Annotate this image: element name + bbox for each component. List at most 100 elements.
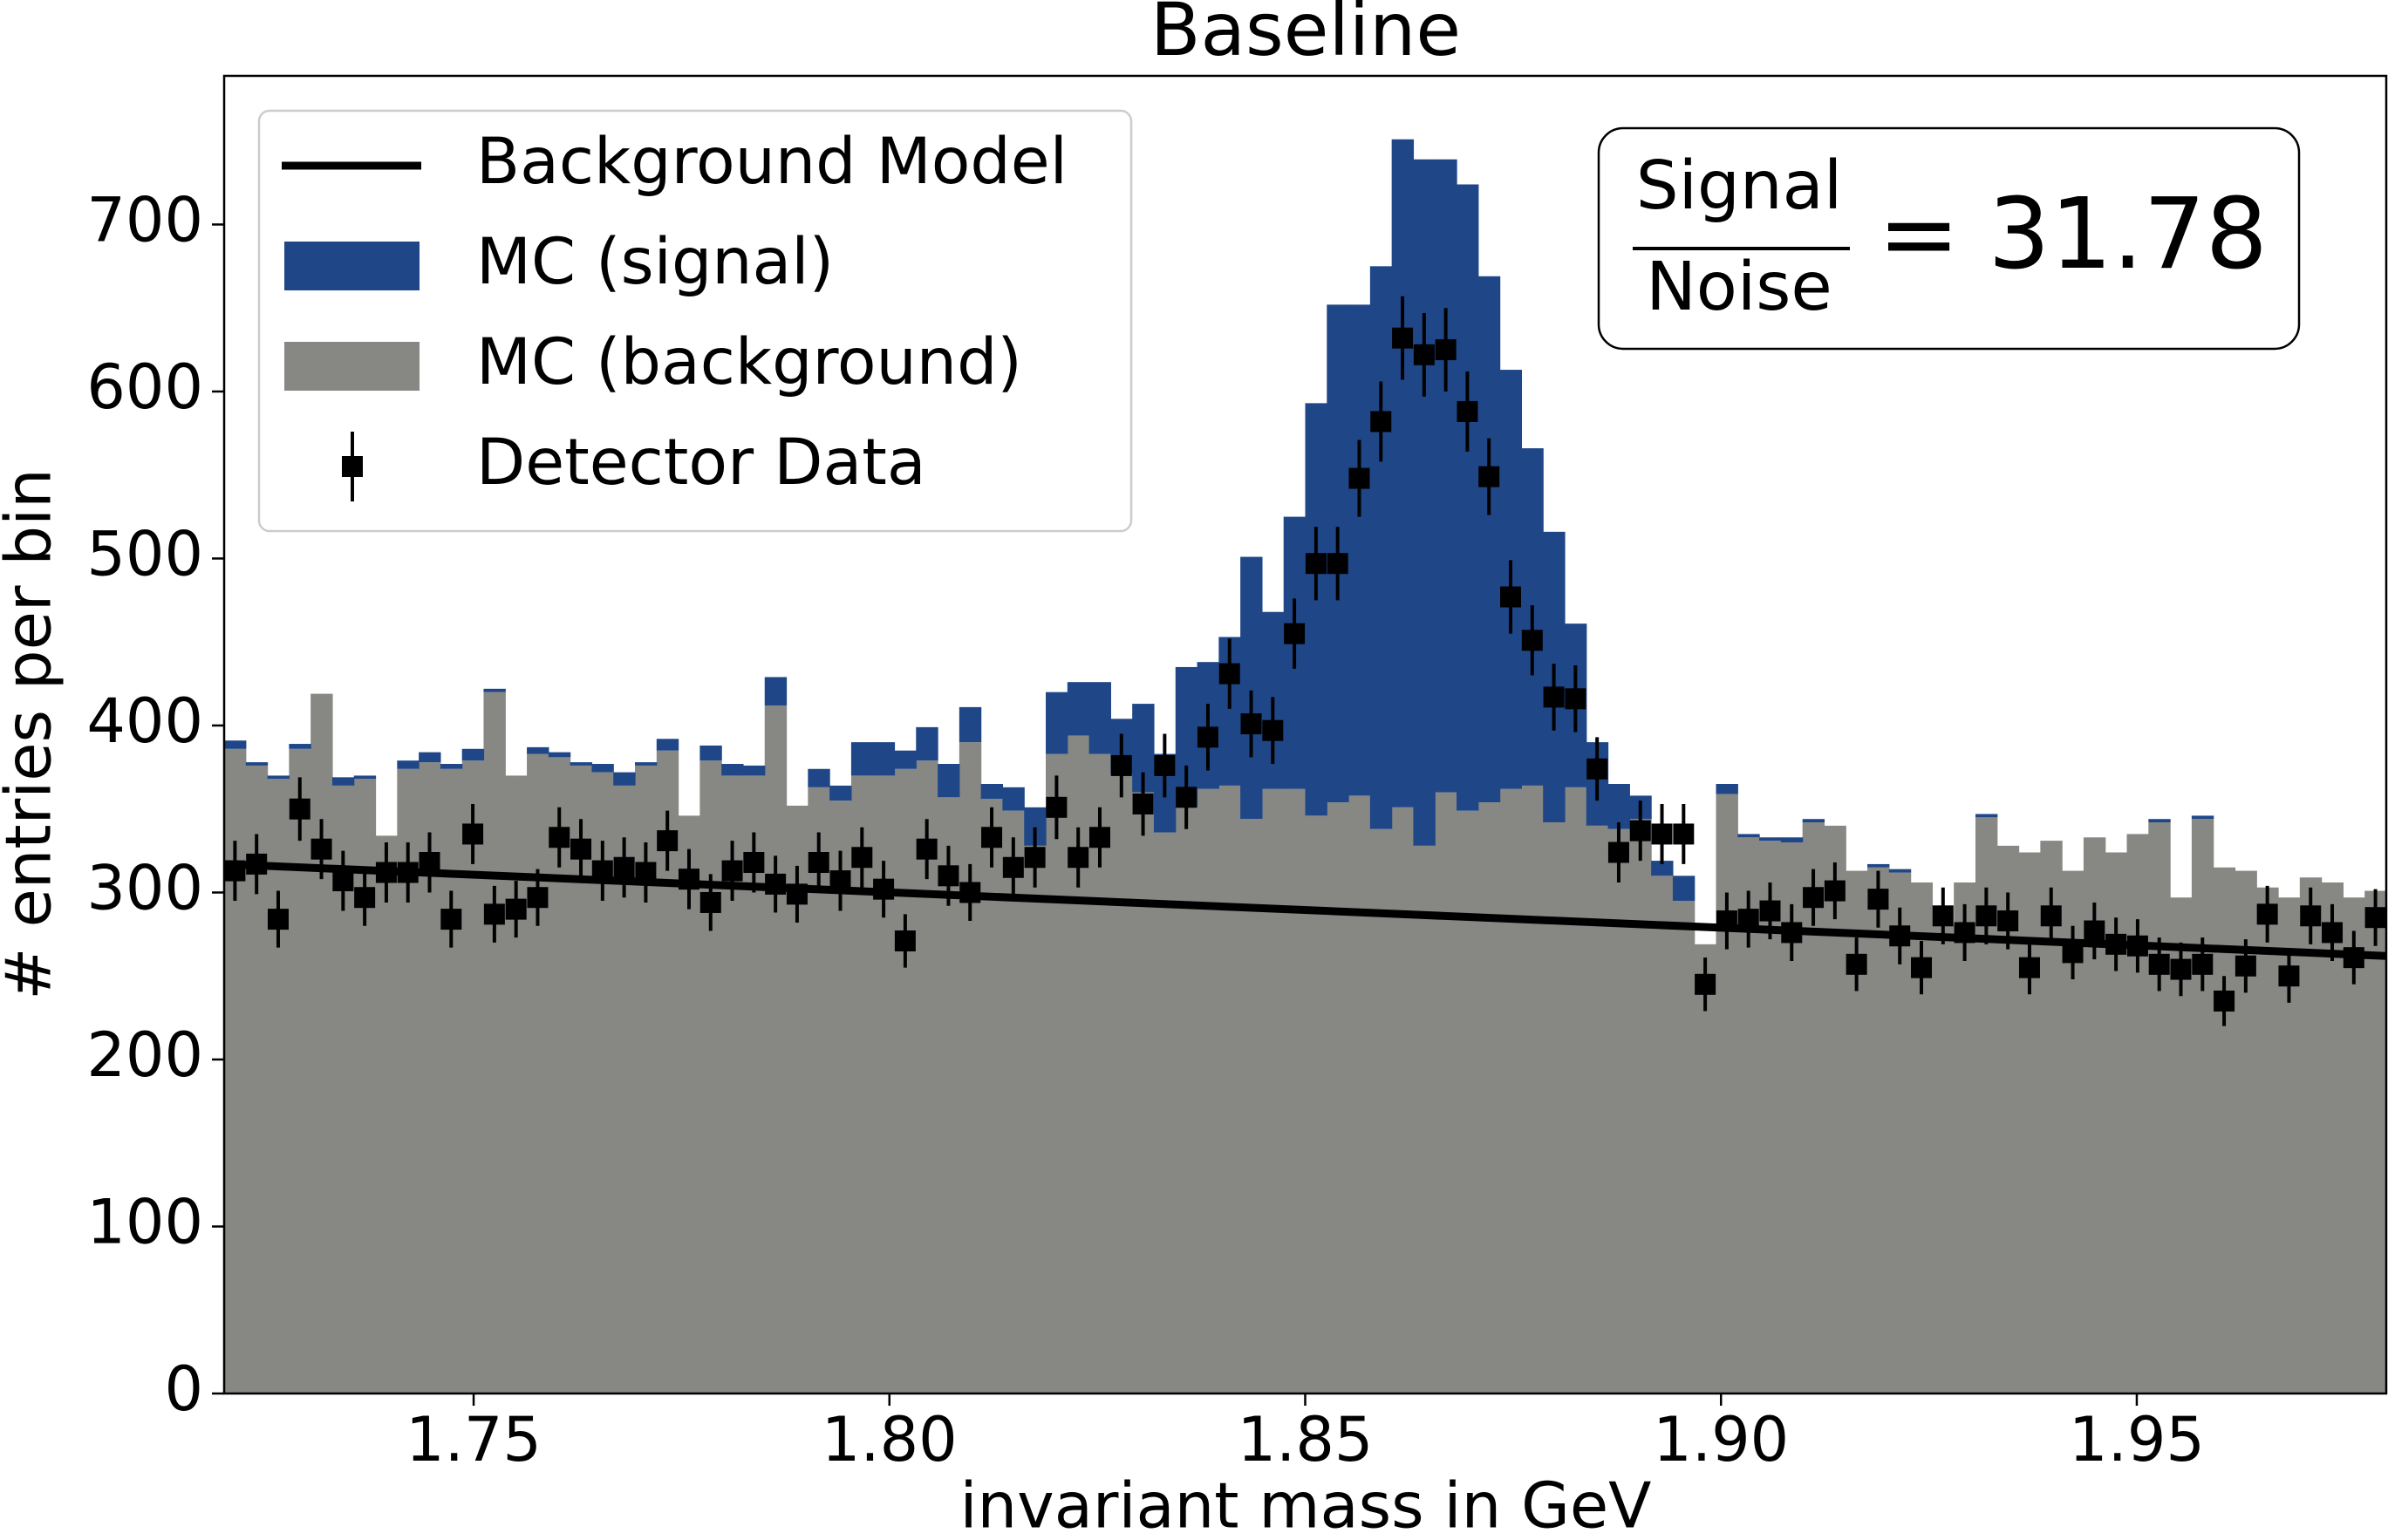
histogram-bar — [267, 775, 290, 780]
data-point — [916, 819, 938, 880]
data-marker — [505, 898, 527, 920]
histogram-bar — [894, 768, 917, 1393]
histogram-bar — [894, 750, 917, 769]
histogram-bar — [331, 777, 355, 786]
data-point — [1716, 892, 1737, 950]
histogram-bar — [1954, 882, 1976, 1393]
histogram-bar — [2126, 834, 2149, 1393]
histogram-bar — [699, 745, 722, 761]
histogram-bar — [1975, 814, 1998, 818]
histogram-bar — [440, 764, 463, 769]
x-tick-label: 1.80 — [822, 1404, 958, 1475]
histogram-bar — [1521, 785, 1544, 1393]
histogram-bar — [613, 772, 636, 786]
data-point — [613, 837, 635, 898]
x-tick-label: 1.90 — [1653, 1404, 1789, 1475]
histogram-bar — [1024, 845, 1047, 1393]
histogram-bar — [1391, 139, 1415, 807]
data-marker — [959, 882, 981, 903]
data-marker — [1088, 827, 1110, 848]
annotation-value: 31.78 — [1988, 178, 2268, 291]
data-point — [1737, 890, 1759, 948]
legend-swatch — [284, 342, 420, 391]
data-point — [721, 841, 743, 902]
data-point — [332, 850, 354, 911]
data-point — [2364, 889, 2386, 946]
histogram-bar — [1305, 403, 1327, 816]
histogram-bar — [742, 765, 766, 776]
y-tick-label: 400 — [86, 685, 203, 757]
data-marker — [332, 870, 354, 892]
data-point — [2256, 885, 2278, 943]
histogram-bar — [419, 752, 441, 763]
data-point — [1629, 801, 1651, 862]
data-marker — [1607, 842, 1629, 863]
data-point — [1478, 438, 1500, 515]
histogram-bar — [1348, 795, 1371, 1393]
y-tick-label: 100 — [86, 1187, 203, 1258]
background-model-line — [223, 860, 2387, 960]
legend-label: MC (background) — [476, 325, 1022, 399]
histogram-bar — [461, 748, 485, 761]
histogram-bar — [289, 744, 311, 749]
y-tick-label: 700 — [86, 184, 203, 256]
histogram-bar — [570, 762, 593, 766]
data-point — [289, 777, 310, 842]
data-point — [829, 850, 851, 911]
histogram-bar — [1499, 788, 1522, 1393]
data-point — [1695, 957, 1716, 1012]
histogram-bar — [980, 799, 1004, 1393]
histogram-bar — [397, 760, 420, 769]
histogram-bar — [1240, 556, 1263, 820]
histogram-bar — [1261, 788, 1285, 1393]
data-marker — [1002, 856, 1024, 878]
data-point — [1024, 827, 1046, 888]
histogram-bar — [1175, 807, 1198, 1393]
data-marker — [462, 823, 484, 845]
data-point — [2192, 937, 2214, 991]
data-marker — [2170, 958, 2192, 980]
data-point — [1889, 907, 1911, 964]
data-marker — [613, 856, 635, 878]
histogram-bar — [1543, 822, 1566, 1393]
data-marker — [1954, 922, 1975, 944]
data-point — [2343, 930, 2364, 985]
histogram-bar — [1932, 925, 1955, 1393]
data-point — [1500, 560, 1522, 634]
data-marker — [1803, 887, 1825, 909]
histogram-bar — [1672, 876, 1695, 902]
histogram-bar — [1694, 944, 1717, 1393]
legend-label: Detector Data — [476, 426, 926, 500]
data-marker — [2214, 990, 2235, 1012]
data-point — [354, 869, 376, 926]
data-marker — [1370, 411, 1392, 433]
histogram-bar — [1564, 787, 1587, 1393]
annotation-operator: = — [1878, 178, 1960, 291]
histogram-bar — [1867, 863, 1890, 868]
data-point — [1176, 765, 1197, 829]
histogram-bar — [764, 705, 788, 1393]
histogram-bar — [1867, 867, 1890, 1393]
data-point — [981, 807, 1003, 868]
histogram-bar — [872, 742, 896, 776]
data-marker — [1068, 847, 1089, 869]
data-point — [2084, 902, 2105, 960]
data-marker — [289, 798, 310, 820]
histogram-bar — [1002, 787, 1025, 811]
data-marker — [1284, 623, 1306, 644]
data-marker — [1673, 823, 1695, 845]
data-point — [1673, 803, 1695, 864]
histogram-bar — [527, 746, 549, 754]
data-marker — [1327, 553, 1348, 575]
histogram-bar — [1327, 802, 1349, 1393]
legend-box — [257, 109, 1133, 533]
histogram-bar — [1369, 266, 1393, 829]
data-marker — [1521, 630, 1543, 651]
data-marker — [419, 852, 440, 874]
histogram-bar — [1046, 692, 1068, 754]
data-marker — [549, 827, 570, 848]
data-marker — [1781, 922, 1803, 944]
data-point — [246, 834, 268, 895]
data-point — [1392, 296, 1414, 380]
y-tick-label: 0 — [164, 1353, 203, 1425]
